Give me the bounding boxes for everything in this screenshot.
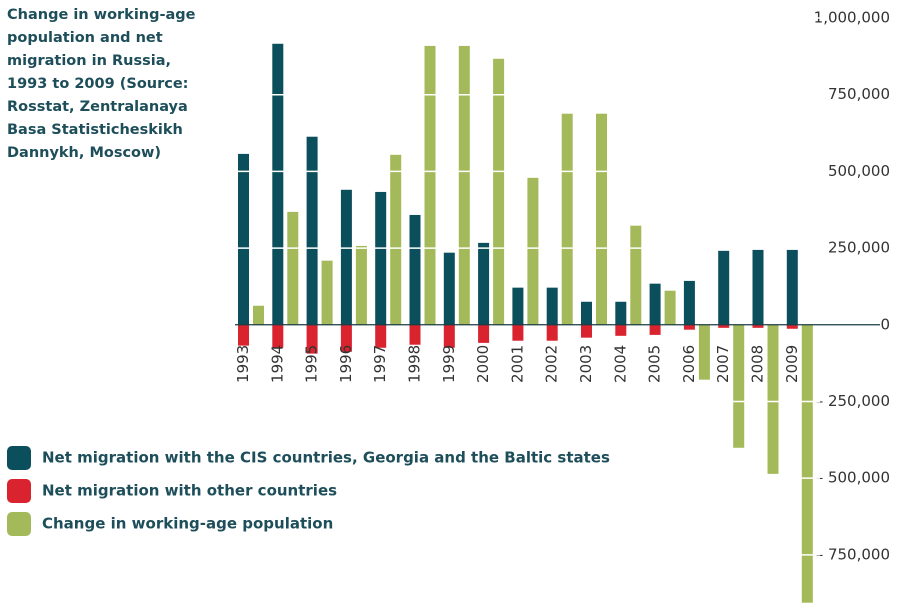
bar <box>355 245 367 325</box>
y-tick-label: – 500,000 <box>816 469 890 487</box>
legend-label: Net migration with other countries <box>42 482 337 500</box>
bar <box>272 324 284 348</box>
bar <box>581 324 592 338</box>
bar <box>786 249 798 325</box>
x-tick-label: 2004 <box>611 345 629 383</box>
bar <box>493 58 505 325</box>
x-tick-label: 1995 <box>303 345 321 383</box>
bar <box>443 324 455 348</box>
bar <box>786 324 798 329</box>
bar <box>546 324 558 341</box>
chart-title: Change in working-age population and net… <box>7 7 196 161</box>
x-tick-label: 1998 <box>406 345 424 383</box>
bar <box>287 211 299 325</box>
bar <box>546 287 558 325</box>
bar <box>767 324 779 474</box>
bar <box>375 191 387 325</box>
y-tick-label: 750,000 <box>828 85 890 103</box>
legend-swatch <box>7 479 31 503</box>
bar <box>683 280 695 325</box>
y-tick-label: 1,000,000 <box>814 9 890 27</box>
bar <box>409 214 421 325</box>
bar <box>698 324 710 380</box>
bar <box>458 45 470 325</box>
bar <box>340 324 352 352</box>
bar <box>649 283 661 325</box>
bar <box>733 324 745 448</box>
bar <box>272 43 284 325</box>
bar <box>801 324 813 603</box>
x-tick-label: 2006 <box>680 345 698 383</box>
x-tick-label: 1997 <box>371 345 389 383</box>
bar <box>238 324 249 346</box>
bar <box>409 324 421 345</box>
bar <box>615 324 627 336</box>
bar <box>718 250 730 325</box>
bar <box>615 301 627 325</box>
x-tick-label: 2005 <box>646 345 664 383</box>
legend-label: Net migration with the CIS countries, Ge… <box>42 449 610 467</box>
bar <box>478 242 490 325</box>
bar <box>306 136 318 325</box>
bar <box>752 324 764 328</box>
bar <box>424 45 436 325</box>
bar <box>664 290 676 325</box>
bar <box>390 154 402 325</box>
bar <box>561 113 573 325</box>
bar <box>321 260 333 325</box>
bar <box>512 287 524 325</box>
bar <box>253 305 264 325</box>
x-tick-label: 2003 <box>577 345 595 383</box>
bar <box>375 324 387 348</box>
x-tick-label: 1996 <box>337 345 355 383</box>
bar <box>649 324 661 335</box>
x-tick-label: 2001 <box>508 345 526 383</box>
bar <box>630 225 642 325</box>
x-tick-label: 1999 <box>440 345 458 383</box>
x-tick-label: 1993 <box>234 345 252 383</box>
legend-swatch <box>7 512 31 536</box>
y-tick-label: – 750,000 <box>816 545 890 563</box>
x-tick-label: 2008 <box>749 345 767 383</box>
bar <box>478 324 490 343</box>
legend-swatch <box>7 446 31 470</box>
bar <box>512 324 524 341</box>
bar <box>527 177 539 325</box>
x-tick-label: 1994 <box>268 345 286 383</box>
bar <box>443 252 455 325</box>
bar <box>718 324 730 328</box>
bar <box>340 189 352 325</box>
legend-label: Change in working-age population <box>42 515 333 533</box>
x-tick-label: 2002 <box>543 345 561 383</box>
bar <box>581 301 592 325</box>
bar <box>596 113 607 325</box>
bar <box>306 324 318 354</box>
bar <box>238 153 249 325</box>
y-tick-label: 500,000 <box>828 162 890 180</box>
x-tick-label: 2007 <box>714 345 732 383</box>
bar <box>683 324 695 330</box>
y-tick-label: 250,000 <box>828 239 890 257</box>
x-tick-label: 2009 <box>783 345 801 383</box>
y-tick-label: 0 <box>880 315 890 333</box>
y-tick-label: – 250,000 <box>816 392 890 410</box>
bar <box>752 249 764 325</box>
x-tick-label: 2000 <box>474 345 492 383</box>
